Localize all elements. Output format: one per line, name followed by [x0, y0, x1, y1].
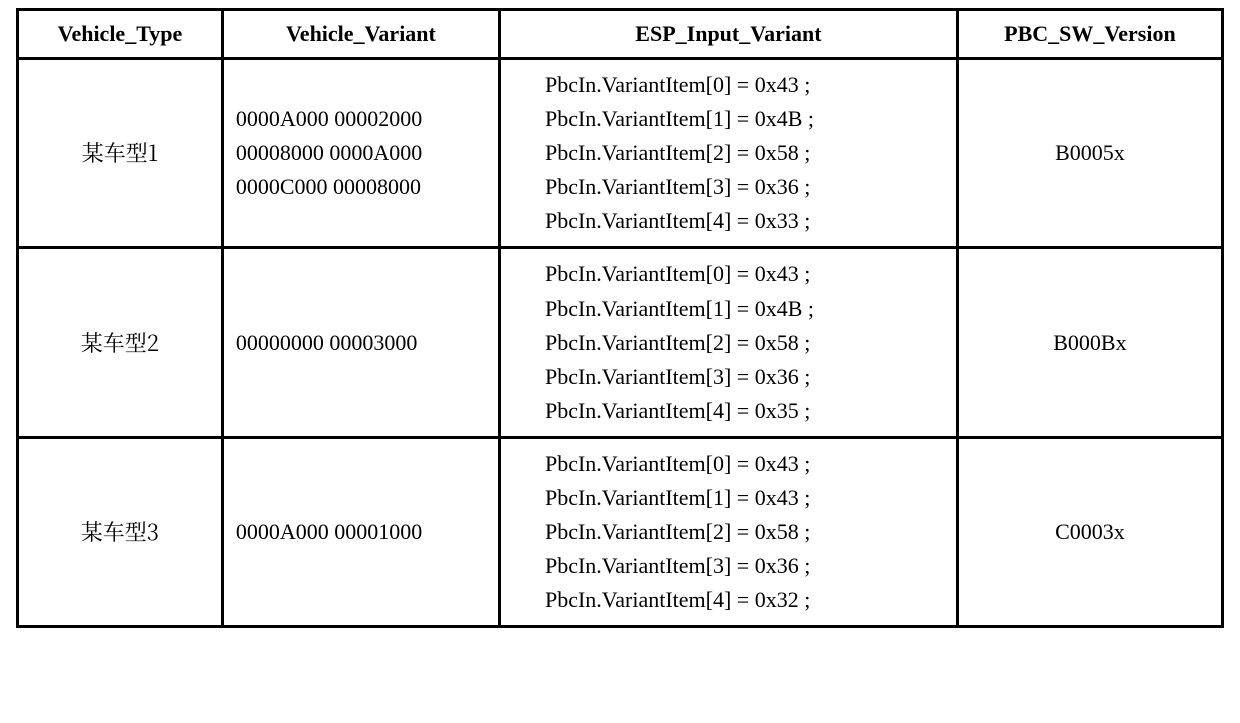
variant-line: 00000000 00003000 [236, 326, 486, 360]
esp-line: PbcIn.VariantItem[3] = 0x36 ; [545, 170, 944, 204]
esp-line: PbcIn.VariantItem[1] = 0x43 ; [545, 481, 944, 515]
col-header-esp-input-variant: ESP_Input_Variant [499, 10, 957, 59]
esp-line: PbcIn.VariantItem[4] = 0x33 ; [545, 204, 944, 238]
cell-esp-input-variant: PbcIn.VariantItem[0] = 0x43 ; PbcIn.Vari… [499, 59, 957, 248]
variant-line: 0000C000 00008000 [236, 170, 486, 204]
variant-line: 00008000 0000A000 [236, 136, 486, 170]
esp-line: PbcIn.VariantItem[2] = 0x58 ; [545, 515, 944, 549]
variant-line: 0000A000 00002000 [236, 102, 486, 136]
esp-line: PbcIn.VariantItem[3] = 0x36 ; [545, 549, 944, 583]
table-row: 某车型2 00000000 00003000 PbcIn.VariantItem… [18, 248, 1223, 437]
table-row: 某车型1 0000A000 00002000 00008000 0000A000… [18, 59, 1223, 248]
table-header-row: Vehicle_Type Vehicle_Variant ESP_Input_V… [18, 10, 1223, 59]
col-header-vehicle-variant: Vehicle_Variant [222, 10, 499, 59]
esp-line: PbcIn.VariantItem[1] = 0x4B ; [545, 102, 944, 136]
cell-vehicle-variant: 00000000 00003000 [222, 248, 499, 437]
cell-pbc-sw-version: B0005x [957, 59, 1222, 248]
cell-esp-input-variant: PbcIn.VariantItem[0] = 0x43 ; PbcIn.Vari… [499, 437, 957, 626]
cell-pbc-sw-version: B000Bx [957, 248, 1222, 437]
esp-line: PbcIn.VariantItem[0] = 0x43 ; [545, 68, 944, 102]
col-header-vehicle-type: Vehicle_Type [18, 10, 223, 59]
table-row: 某车型3 0000A000 00001000 PbcIn.VariantItem… [18, 437, 1223, 626]
variant-line: 0000A000 00001000 [236, 515, 486, 549]
esp-line: PbcIn.VariantItem[2] = 0x58 ; [545, 326, 944, 360]
cell-vehicle-type: 某车型2 [18, 248, 223, 437]
esp-line: PbcIn.VariantItem[4] = 0x35 ; [545, 394, 944, 428]
vehicle-variant-table: Vehicle_Type Vehicle_Variant ESP_Input_V… [16, 8, 1224, 628]
esp-line: PbcIn.VariantItem[0] = 0x43 ; [545, 257, 944, 291]
cell-vehicle-type: 某车型1 [18, 59, 223, 248]
esp-line: PbcIn.VariantItem[1] = 0x4B ; [545, 292, 944, 326]
esp-line: PbcIn.VariantItem[0] = 0x43 ; [545, 447, 944, 481]
esp-line: PbcIn.VariantItem[4] = 0x32 ; [545, 583, 944, 617]
esp-line: PbcIn.VariantItem[2] = 0x58 ; [545, 136, 944, 170]
cell-pbc-sw-version: C0003x [957, 437, 1222, 626]
col-header-pbc-sw-version: PBC_SW_Version [957, 10, 1222, 59]
cell-vehicle-type: 某车型3 [18, 437, 223, 626]
esp-line: PbcIn.VariantItem[3] = 0x36 ; [545, 360, 944, 394]
cell-esp-input-variant: PbcIn.VariantItem[0] = 0x43 ; PbcIn.Vari… [499, 248, 957, 437]
cell-vehicle-variant: 0000A000 00002000 00008000 0000A000 0000… [222, 59, 499, 248]
cell-vehicle-variant: 0000A000 00001000 [222, 437, 499, 626]
